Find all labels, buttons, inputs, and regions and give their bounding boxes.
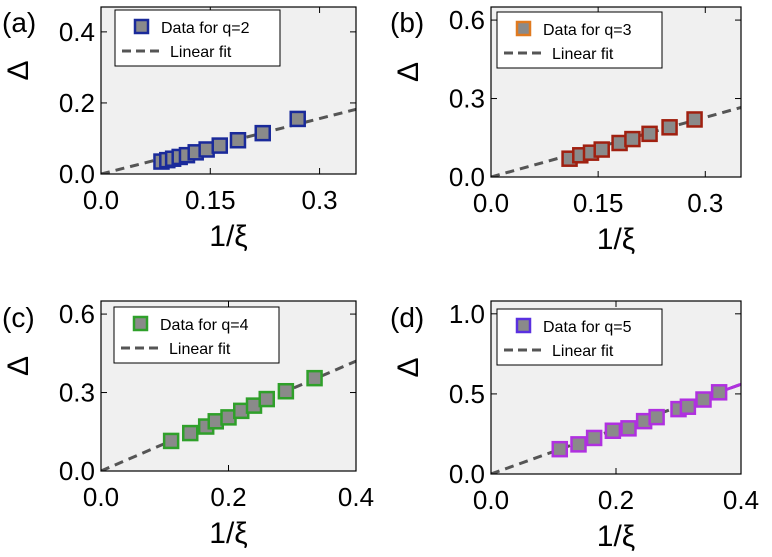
data-point [585, 429, 603, 447]
panel-c: 0.0 0.2 0.4 0.0 0.3 0.6 1/ξ Δ (c) Data for q=4 Lin… [2, 299, 374, 550]
legend-marker [515, 20, 532, 37]
data-point [277, 382, 295, 400]
data-point [624, 130, 641, 148]
data-point [679, 398, 697, 415]
plot-content [101, 359, 356, 471]
data-point [258, 390, 275, 408]
panel-b: 0.0 0.15 0.3 0.0 0.3 0.6 1/ξ Δ (b) Data for q=3 Li… [390, 5, 742, 256]
legend-data-label: Data for q=3 [543, 22, 632, 39]
plot-content [101, 107, 356, 174]
data-point [641, 125, 658, 143]
legend-marker [133, 18, 150, 35]
x-tick-label: 0.0 [83, 482, 119, 512]
y-tick-label: 0.4 [59, 17, 95, 47]
legend: Data for q=5 Linear fit [496, 308, 663, 366]
data-point [648, 408, 665, 426]
legend: Data for q=3 Linear fit [496, 11, 663, 69]
panel-a: 0.0 0.15 0.3 0.0 0.2 0.4 1/ξ Δ (a) Data for q=2 Li… [2, 6, 357, 253]
y-tick-label: 0.0 [59, 159, 95, 189]
x-tick-label: 0.15 [573, 188, 624, 218]
data-point [182, 424, 199, 442]
x-tick-label: 0.2 [210, 482, 246, 512]
data-point [289, 110, 306, 128]
y-tick-label: 0.6 [59, 299, 95, 329]
plot-content [491, 382, 741, 474]
axes-frame [100, 6, 357, 175]
data-point [710, 384, 728, 401]
data-point [162, 432, 180, 450]
legend-data-label: Data for q=5 [543, 319, 632, 336]
data-point [211, 137, 229, 154]
data-point [570, 436, 587, 453]
y-tick-label: 1.0 [449, 299, 485, 329]
data-point [686, 111, 703, 128]
y-tick-label: 0.2 [59, 88, 95, 118]
x-axis-label: 1/ξ [209, 220, 247, 253]
axes-frame [490, 6, 742, 178]
legend-fit-label: Linear fit [170, 44, 232, 61]
y-axis-label: Δ [392, 62, 425, 82]
legend-data-label: Data for q=2 [161, 20, 250, 37]
x-tick-label: 0.15 [185, 185, 236, 215]
legend-marker [515, 317, 532, 334]
data-point [620, 420, 637, 437]
data-point [593, 141, 610, 158]
legend: Data for q=4 Linear fit [113, 306, 280, 364]
data-point [551, 440, 568, 458]
data-point [229, 131, 247, 149]
legend-marker [132, 315, 149, 332]
legend-data-label: Data for q=4 [160, 317, 249, 334]
panel-label: (a) [2, 7, 36, 38]
data-point [661, 119, 678, 136]
y-tick-label: 0.3 [449, 84, 485, 114]
legend: Data for q=2 Linear fit [114, 9, 281, 67]
data-point [306, 369, 323, 387]
y-tick-label: 0.5 [449, 379, 485, 409]
plot-content [491, 105, 741, 177]
y-tick-label: 0.3 [59, 378, 95, 408]
x-axis-label: 1/ξ [597, 520, 635, 553]
x-tick-label: 0.0 [473, 188, 509, 218]
x-tick-label: 0.2 [598, 485, 634, 515]
data-point [604, 422, 622, 439]
y-tick-label: 0.0 [449, 459, 485, 489]
legend-fit-label: Linear fit [169, 341, 231, 358]
x-tick-label: 0.3 [301, 185, 337, 215]
x-tick-label: 0.4 [338, 482, 374, 512]
y-tick-label: 0.0 [449, 162, 485, 192]
x-axis-label: 1/ξ [597, 223, 635, 256]
panel-label: (b) [390, 7, 424, 38]
x-tick-label: 0.3 [687, 188, 723, 218]
x-tick-label: 0.4 [723, 485, 759, 515]
x-axis-label: 1/ξ [209, 517, 247, 550]
x-tick-label: 0.0 [83, 185, 119, 215]
y-tick-label: 0.0 [59, 456, 95, 486]
legend-fit-label: Linear fit [552, 343, 614, 360]
data-point [254, 124, 271, 142]
y-axis-label: Δ [2, 60, 35, 80]
legend-fit-label: Linear fit [552, 46, 614, 63]
y-axis-label: Δ [392, 357, 425, 377]
panel-d: 0.0 0.2 0.4 0.0 0.5 1.0 1/ξ Δ (d) Data for q=5 Lin… [390, 299, 759, 553]
panel-label: (c) [2, 302, 35, 333]
y-tick-label: 0.6 [449, 5, 485, 35]
data-point [695, 391, 712, 408]
x-tick-label: 0.0 [473, 485, 509, 515]
panel-label: (d) [390, 302, 424, 333]
y-axis-label: Δ [2, 356, 35, 376]
